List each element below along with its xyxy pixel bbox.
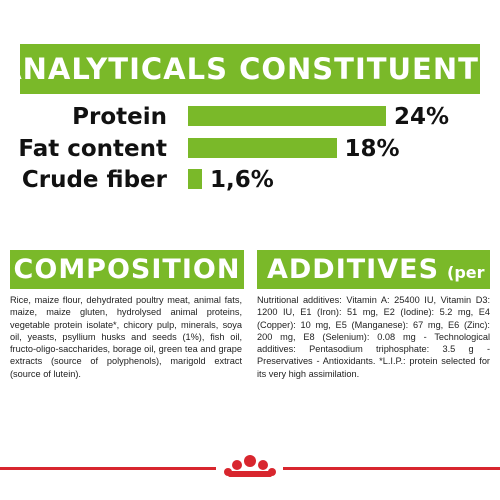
footer-line-left — [0, 467, 216, 470]
composition-text: Rice, maize flour, dehydrated poultry me… — [10, 295, 242, 379]
nutrient-bar — [188, 138, 337, 158]
nutrient-row: Fat content 18% — [0, 134, 500, 164]
additives-header: ADDITIVES (per kg) — [257, 250, 500, 289]
nutrient-label: Fat content — [18, 136, 167, 162]
nutrient-value-label: 1,6% — [210, 167, 274, 193]
nutrient-bar — [188, 169, 202, 189]
nutrient-label: Crude fiber — [21, 167, 167, 193]
analytical-constituents-banner: ANALYTICALS CONSTITUENTS — [0, 44, 500, 94]
composition-header: COMPOSITION — [10, 250, 244, 289]
nutrient-value-label: 18% — [344, 136, 400, 162]
additives-title: ADDITIVES — [267, 254, 440, 285]
nutrient-row: Protein 24% — [0, 102, 500, 132]
nutrient-label: Protein — [72, 104, 167, 130]
royal-canin-crown-icon — [224, 455, 276, 477]
nutrient-row: Crude fiber 1,6% — [0, 165, 500, 195]
banner-title: ANALYTICALS CONSTITUENTS — [0, 52, 500, 86]
composition-title: COMPOSITION — [13, 254, 241, 285]
additives-text: Nutritional additives: Vitamin A: 25400 … — [257, 295, 490, 379]
nutrient-bar — [188, 106, 386, 126]
nutrient-value-label: 24% — [394, 104, 450, 130]
additives-subtitle: (per kg) — [447, 262, 500, 282]
footer-line-right — [283, 467, 500, 470]
